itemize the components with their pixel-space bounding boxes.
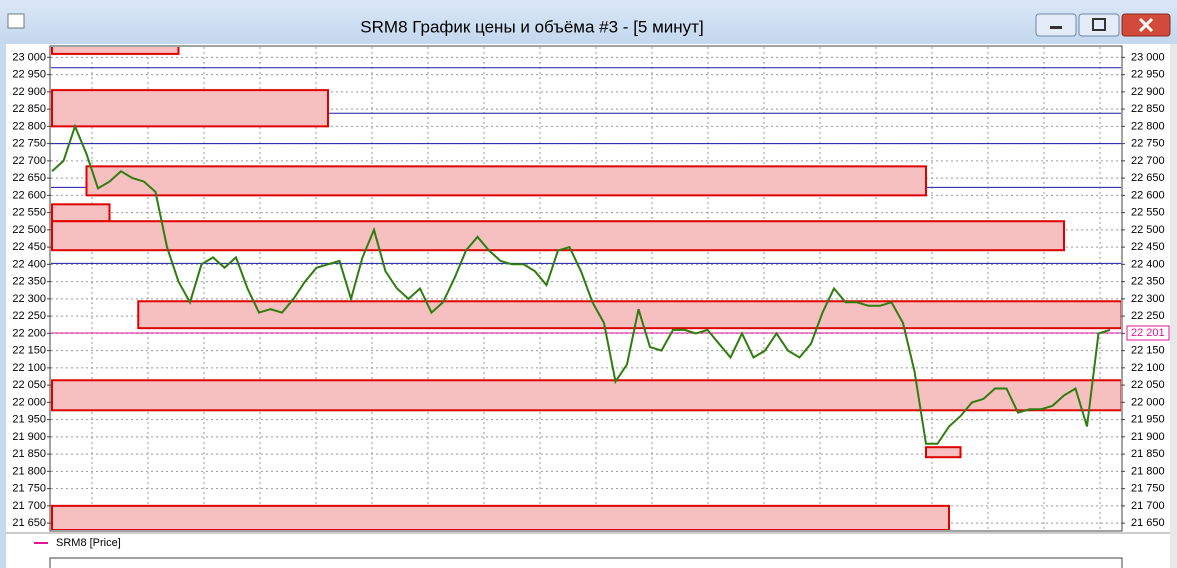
y-tick-label: 22 000 xyxy=(12,396,46,408)
y-tick-label: 21 950 xyxy=(12,414,46,426)
y-tick-label-right: 21 750 xyxy=(1131,483,1165,495)
zone xyxy=(51,504,950,530)
y-tick-label-right: 22 800 xyxy=(1131,120,1165,132)
y-tick-label: 21 750 xyxy=(12,483,46,495)
y-tick-label-right: 22 850 xyxy=(1131,103,1165,115)
y-tick-label: 22 950 xyxy=(12,69,46,81)
zone xyxy=(51,379,1121,412)
y-tick-label-right: 22 400 xyxy=(1131,258,1165,270)
y-tick-label-right: 21 700 xyxy=(1131,500,1165,512)
y-tick-label: 22 550 xyxy=(12,207,46,219)
y-tick-label-right: 22 650 xyxy=(1131,172,1165,184)
y-tick-label: 22 400 xyxy=(12,258,46,270)
y-tick-label: 21 700 xyxy=(12,500,46,512)
minimize-button[interactable] xyxy=(1035,13,1077,37)
y-tick-label: 22 600 xyxy=(12,189,46,201)
y-tick-label-right: 22 250 xyxy=(1131,310,1165,322)
y-tick-label-right: 22 350 xyxy=(1131,276,1165,288)
zone xyxy=(925,446,962,459)
scrollbar[interactable] xyxy=(1170,44,1177,568)
y-tick-label-right: 21 900 xyxy=(1131,431,1165,443)
y-tick-label-right: 22 150 xyxy=(1131,345,1165,357)
y-tick-label-right: 22 500 xyxy=(1131,224,1165,236)
y-tick-label: 21 650 xyxy=(12,517,46,529)
legend-label: SRM8 [Price] xyxy=(56,537,121,549)
y-tick-label-right: 22 750 xyxy=(1131,138,1165,150)
y-tick-label: 21 800 xyxy=(12,465,46,477)
y-tick-label-right: 22 700 xyxy=(1131,155,1165,167)
window-title: SRM8 График цены и объёма #3 - [5 минут] xyxy=(360,17,703,36)
y-tick-label: 22 150 xyxy=(12,345,46,357)
y-tick-label-right: 22 300 xyxy=(1131,293,1165,305)
y-tick-label: 22 100 xyxy=(12,362,46,374)
zone xyxy=(51,220,1065,252)
last-price-box xyxy=(1126,325,1170,341)
y-tick-label: 22 900 xyxy=(12,86,46,98)
y-tick-label-right: 21 800 xyxy=(1131,465,1165,477)
plot-inner xyxy=(51,47,1121,530)
y-tick-label: 22 650 xyxy=(12,172,46,184)
y-tick-label: 22 750 xyxy=(12,138,46,150)
close-icon xyxy=(1138,17,1154,33)
y-tick-label-right: 22 950 xyxy=(1131,69,1165,81)
y-tick-label-right: 23 000 xyxy=(1131,51,1165,63)
zone xyxy=(51,47,180,55)
maximize-icon xyxy=(1092,18,1106,31)
zone xyxy=(85,165,927,197)
y-tick-label: 22 500 xyxy=(12,224,46,236)
y-tick-label-right: 22 050 xyxy=(1131,379,1165,391)
y-tick-label: 22 700 xyxy=(12,155,46,167)
y-tick-label: 22 450 xyxy=(12,241,46,253)
zone xyxy=(51,203,111,223)
y-tick-label-right: 22 450 xyxy=(1131,241,1165,253)
y-tick-label: 22 850 xyxy=(12,103,46,115)
y-tick-label-right: 22 100 xyxy=(1131,362,1165,374)
price-line xyxy=(51,123,1111,445)
title-bar xyxy=(0,0,1177,44)
y-tick-label: 22 800 xyxy=(12,120,46,132)
y-tick-label-right: 21 950 xyxy=(1131,414,1165,426)
app-icon xyxy=(7,13,25,29)
maximize-button[interactable] xyxy=(1078,13,1120,37)
y-tick-label: 22 050 xyxy=(12,379,46,391)
y-tick-label: 22 250 xyxy=(12,310,46,322)
y-tick-label: 22 350 xyxy=(12,276,46,288)
last-price-label: 22 201 xyxy=(1131,327,1165,339)
y-tick-label-right: 22 600 xyxy=(1131,189,1165,201)
y-tick-label-right: 21 650 xyxy=(1131,517,1165,529)
y-tick-label-right: 22 000 xyxy=(1131,396,1165,408)
y-tick-label-right: 22 900 xyxy=(1131,86,1165,98)
volume-pane xyxy=(49,557,1123,568)
zone xyxy=(51,89,329,128)
y-tick-label: 22 300 xyxy=(12,293,46,305)
y-tick-label: 23 000 xyxy=(12,51,46,63)
y-tick-label: 21 900 xyxy=(12,431,46,443)
zone xyxy=(137,300,1121,330)
y-tick-label-right: 22 550 xyxy=(1131,207,1165,219)
minimize-icon xyxy=(1050,26,1062,29)
y-tick-label: 22 200 xyxy=(12,327,46,339)
y-tick-label: 21 850 xyxy=(12,448,46,460)
y-tick-label-right: 21 850 xyxy=(1131,448,1165,460)
